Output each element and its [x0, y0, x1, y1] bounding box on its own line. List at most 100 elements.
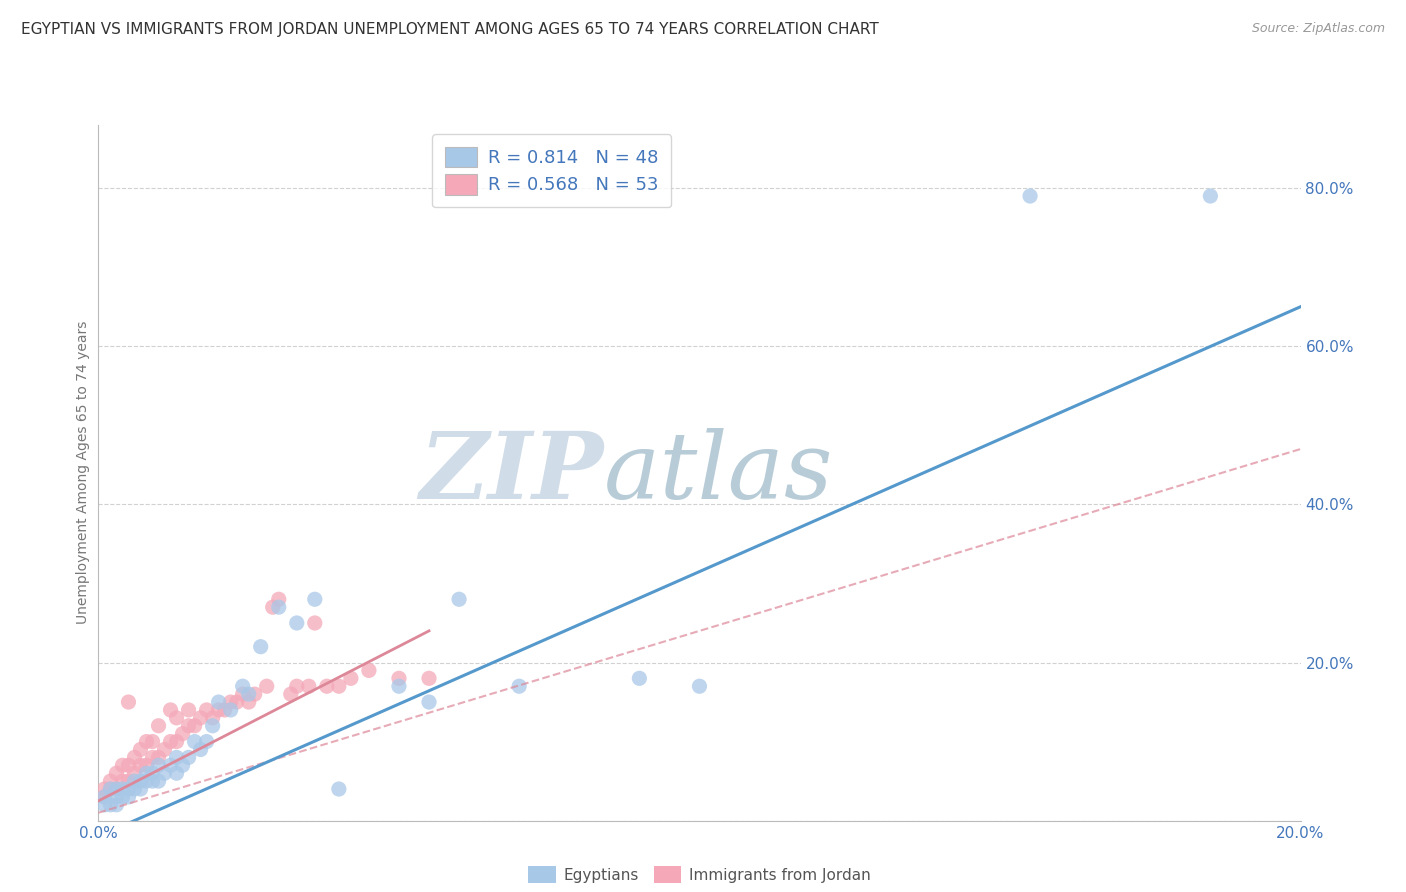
Point [214, 703, 236, 717]
Point [177, 750, 200, 764]
Point [141, 774, 163, 789]
Point [111, 774, 134, 789]
Point [105, 782, 128, 797]
Point [172, 758, 194, 772]
Point [135, 766, 157, 780]
Point [129, 742, 152, 756]
Text: Source: ZipAtlas.com: Source: ZipAtlas.com [1251, 22, 1385, 36]
Point [201, 711, 224, 725]
Point [195, 734, 218, 748]
Point [208, 703, 231, 717]
Point [315, 679, 337, 693]
Point [93, 797, 115, 812]
Point [100, 797, 122, 812]
Point [232, 687, 254, 701]
Point [238, 687, 260, 701]
Point [285, 615, 308, 630]
Point [357, 664, 380, 678]
Point [148, 774, 170, 789]
Legend: Egyptians, Immigrants from Jordan: Egyptians, Immigrants from Jordan [522, 860, 877, 889]
Point [111, 758, 134, 772]
Point [124, 766, 146, 780]
Point [225, 695, 247, 709]
Point [201, 719, 224, 733]
Point [124, 782, 146, 797]
Point [219, 703, 242, 717]
Point [418, 671, 440, 685]
Text: ZIP: ZIP [419, 428, 603, 517]
Point [256, 679, 278, 693]
Point [328, 679, 350, 693]
Point [243, 687, 266, 701]
Point [208, 695, 231, 709]
Point [135, 774, 157, 789]
Point [1019, 189, 1042, 203]
Point [159, 734, 181, 748]
Point [232, 679, 254, 693]
Point [153, 766, 176, 780]
Point [105, 789, 128, 804]
Point [628, 671, 651, 685]
Point [111, 789, 134, 804]
Point [148, 750, 170, 764]
Point [262, 600, 284, 615]
Point [153, 742, 176, 756]
Point [93, 789, 115, 804]
Point [124, 774, 146, 789]
Point [105, 797, 128, 812]
Point [105, 782, 128, 797]
Text: atlas: atlas [603, 428, 832, 517]
Point [141, 766, 163, 780]
Point [238, 695, 260, 709]
Point [304, 615, 326, 630]
Point [249, 640, 271, 654]
Point [1199, 189, 1222, 203]
Point [177, 719, 200, 733]
Point [219, 695, 242, 709]
Point [159, 703, 181, 717]
Point [135, 734, 157, 748]
Point [508, 679, 530, 693]
Point [141, 750, 163, 764]
Point [129, 774, 152, 789]
Point [100, 774, 122, 789]
Point [183, 719, 205, 733]
Point [117, 695, 139, 709]
Point [689, 679, 711, 693]
Point [328, 782, 350, 797]
Point [166, 711, 188, 725]
Point [105, 766, 128, 780]
Point [111, 782, 134, 797]
Point [388, 671, 411, 685]
Point [159, 758, 181, 772]
Point [298, 679, 321, 693]
Point [177, 703, 200, 717]
Point [141, 734, 163, 748]
Point [190, 742, 212, 756]
Point [172, 726, 194, 740]
Point [100, 782, 122, 797]
Point [117, 789, 139, 804]
Point [285, 679, 308, 693]
Point [166, 766, 188, 780]
Point [148, 758, 170, 772]
Point [135, 758, 157, 772]
Point [124, 750, 146, 764]
Point [183, 734, 205, 748]
Point [280, 687, 302, 701]
Point [148, 719, 170, 733]
Point [93, 789, 115, 804]
Point [129, 782, 152, 797]
Point [93, 782, 115, 797]
Point [195, 703, 218, 717]
Point [388, 679, 411, 693]
Point [190, 711, 212, 725]
Point [304, 592, 326, 607]
Point [100, 782, 122, 797]
Point [447, 592, 470, 607]
Point [267, 592, 290, 607]
Point [117, 758, 139, 772]
Text: EGYPTIAN VS IMMIGRANTS FROM JORDAN UNEMPLOYMENT AMONG AGES 65 TO 74 YEARS CORREL: EGYPTIAN VS IMMIGRANTS FROM JORDAN UNEMP… [21, 22, 879, 37]
Y-axis label: Unemployment Among Ages 65 to 74 years: Unemployment Among Ages 65 to 74 years [76, 321, 90, 624]
Point [340, 671, 363, 685]
